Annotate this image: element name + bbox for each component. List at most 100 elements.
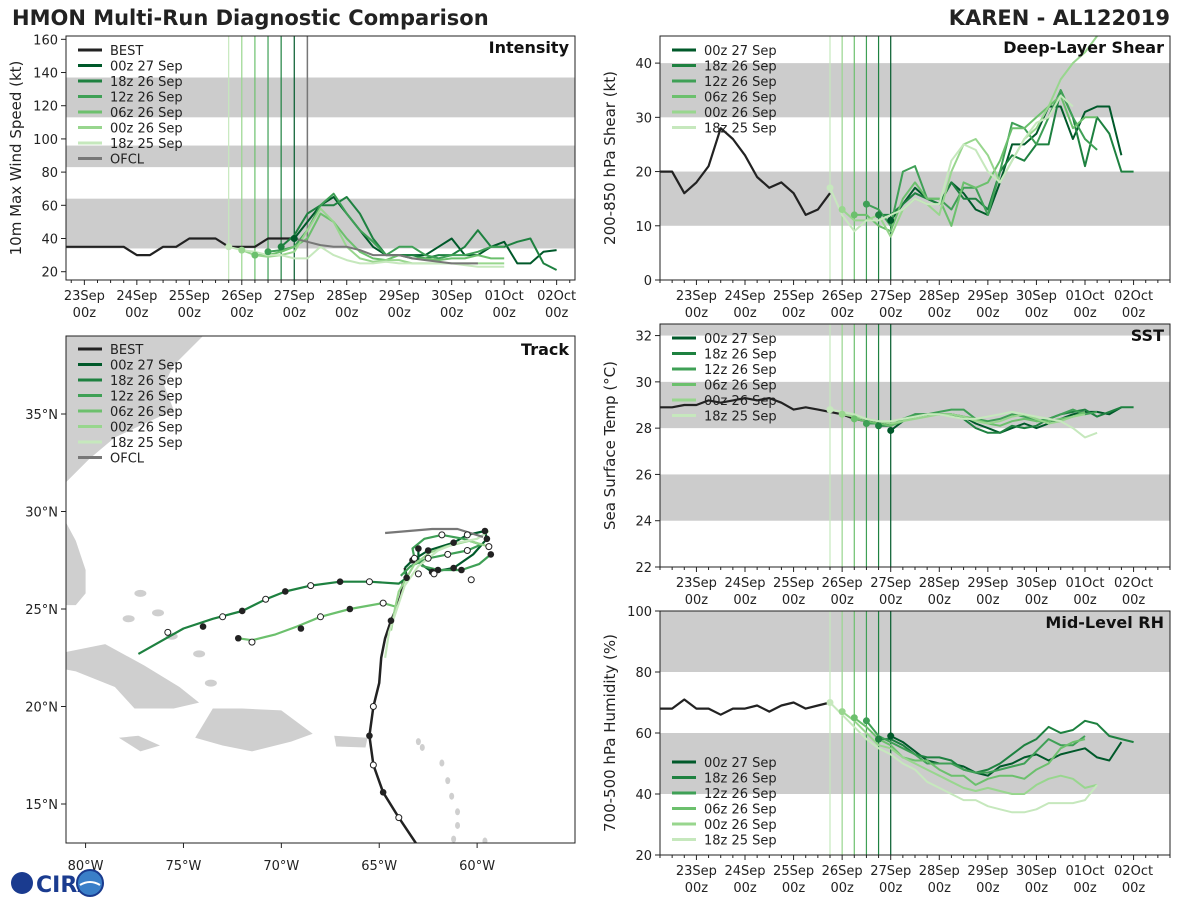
track-legend-label-best: BEST bbox=[110, 343, 143, 358]
track-ytick-label: 25°N bbox=[25, 603, 58, 618]
rh-legend-label-18z-26-sep: 18z 26 Sep bbox=[704, 772, 777, 787]
track-marker-12z bbox=[410, 554, 418, 562]
rh-xtick-label: 29Sep bbox=[967, 864, 1008, 879]
sst-init-point-18z-26-sep bbox=[875, 422, 883, 430]
sst-xtick-sublabel: 00z bbox=[1122, 593, 1146, 608]
sst-xtick-sublabel: 00z bbox=[830, 593, 854, 608]
track-legend-label-06z-26-sep: 06z 26 Sep bbox=[110, 405, 183, 420]
sst-series-18z-25-sep bbox=[829, 408, 1098, 439]
shear-xtick-sublabel: 00z bbox=[928, 306, 952, 321]
intensity-legend-label-18z-26-sep: 18z 26 Sep bbox=[110, 75, 183, 90]
track-marker-12z bbox=[444, 550, 452, 558]
track-marker-12z bbox=[467, 576, 475, 584]
sst-ytick-label: 26 bbox=[635, 468, 652, 483]
intensity-xtick-sublabel: 00z bbox=[178, 306, 202, 321]
track-land-antilles-0 bbox=[439, 759, 445, 767]
sst-ytick-label: 32 bbox=[635, 330, 652, 345]
intensity-ytick-label: 40 bbox=[41, 233, 58, 248]
rh-ylabel: 700-500 hPa Humidity (%) bbox=[601, 634, 619, 832]
track-legend-label-18z-25-sep: 18z 25 Sep bbox=[110, 436, 183, 451]
intensity-xtick-sublabel: 00z bbox=[283, 306, 307, 321]
intensity-series-ofcl bbox=[294, 237, 478, 265]
intensity-xtick-sublabel: 00z bbox=[440, 306, 464, 321]
track-legend-label-12z-26-sep: 12z 26 Sep bbox=[110, 390, 183, 405]
intensity-ytick-label: 140 bbox=[33, 67, 58, 82]
shear-init-point-12z-26-sep bbox=[862, 200, 870, 208]
shear-series-06z-26-sep bbox=[854, 94, 1098, 233]
track-marker-12z bbox=[438, 531, 446, 539]
sst-legend-label-18z-25-sep: 18z 25 Sep bbox=[704, 410, 777, 425]
track-land-cuba bbox=[66, 644, 200, 709]
rh-xtick-label: 24Sep bbox=[724, 864, 765, 879]
rh-legend-label-00z-26-sep: 00z 26 Sep bbox=[704, 818, 777, 833]
shear-band-1 bbox=[660, 63, 1170, 118]
rh-xtick-label: 23Sep bbox=[676, 864, 717, 879]
sst-init-point-00z-26-sep bbox=[838, 410, 846, 418]
track-ytick-label: 20°N bbox=[25, 701, 58, 716]
track-marker-12z bbox=[365, 578, 373, 586]
rh-xtick-label: 30Sep bbox=[1016, 864, 1057, 879]
rh-title: Mid-Level RH bbox=[1045, 613, 1164, 632]
sst-init-point-06z-26-sep bbox=[850, 415, 858, 423]
track-marker-12z bbox=[424, 554, 432, 562]
intensity-panel: 20 40 60 80 100 120 140 160 23Sep 00z 24Sep 00z 25Se… bbox=[7, 33, 576, 321]
sst-legend-label-00z-26-sep: 00z 26 Sep bbox=[704, 394, 777, 409]
track-marker-12z bbox=[463, 547, 471, 554]
track-series-18z-25-sep bbox=[384, 530, 490, 658]
rh-init-point-18z-26-sep bbox=[875, 735, 883, 743]
shear-legend-label-00z-26-sep: 00z 26 Sep bbox=[704, 106, 777, 121]
track-series-06z-26-sep bbox=[238, 601, 398, 642]
shear-xtick-sublabel: 00z bbox=[1122, 306, 1146, 321]
track-marker-00z bbox=[415, 844, 422, 851]
track-marker-12z bbox=[307, 582, 315, 590]
track-marker-00z bbox=[238, 607, 246, 615]
rh-xtick-sublabel: 00z bbox=[830, 881, 854, 896]
sst-xtick-label: 30Sep bbox=[1016, 576, 1057, 591]
intensity-ytick-label: 80 bbox=[41, 166, 58, 181]
track-land-bahamas-1 bbox=[134, 589, 147, 597]
intensity-legend-label-12z-26-sep: 12z 26 Sep bbox=[110, 91, 183, 106]
intensity-legend-label-18z-25-sep: 18z 25 Sep bbox=[110, 137, 183, 152]
intensity-xtick-label: 28Sep bbox=[326, 289, 367, 304]
intensity-ytick-label: 100 bbox=[33, 133, 58, 148]
intensity-xtick-label: 27Sep bbox=[274, 289, 315, 304]
shear-series-00z-26-sep bbox=[841, 35, 1098, 238]
rh-xtick-sublabel: 00z bbox=[733, 881, 757, 896]
intensity-band-2 bbox=[66, 77, 575, 118]
rh-init-point-00z-26-sep bbox=[838, 708, 846, 716]
cira-logo-mark bbox=[11, 872, 33, 894]
shear-series-best bbox=[660, 127, 831, 216]
intensity-init-point-18z-25-sep bbox=[225, 243, 233, 251]
track-legend-label-ofcl: OFCL bbox=[110, 452, 145, 467]
intensity-xtick-sublabel: 00z bbox=[125, 306, 149, 321]
rh-ytick-label: 80 bbox=[635, 666, 652, 681]
rh-legend-label-12z-26-sep: 12z 26 Sep bbox=[704, 787, 777, 802]
track-land-antilles-2 bbox=[449, 792, 455, 800]
track-marker-00z bbox=[450, 564, 457, 572]
intensity-title: Intensity bbox=[489, 38, 570, 57]
rh-series-18z-26-sep bbox=[878, 719, 1134, 774]
track-marker-12z bbox=[248, 638, 256, 646]
track-land-hispaniola bbox=[195, 708, 313, 752]
rh-xtick-sublabel: 00z bbox=[1025, 881, 1049, 896]
sst-xtick-sublabel: 00z bbox=[928, 593, 952, 608]
intensity-xtick-label: 26Sep bbox=[221, 289, 262, 304]
shear-legend-label-00z-27-sep: 00z 27 Sep bbox=[704, 44, 777, 59]
rh-series-06z-26-sep bbox=[853, 717, 1086, 786]
track-marker-00z bbox=[450, 539, 457, 546]
track-marker-12z bbox=[395, 814, 403, 822]
sst-ylabel: Sea Surface Temp (°C) bbox=[601, 361, 619, 530]
track-marker-12z bbox=[219, 613, 227, 621]
shear-ylabel: 200-850 hPa Shear (kt) bbox=[601, 71, 619, 245]
sst-xtick-label: 01Oct bbox=[1065, 576, 1104, 591]
track-marker-12z bbox=[369, 703, 377, 710]
shear-xtick-label: 23Sep bbox=[676, 289, 717, 304]
rh-legend-label-18z-25-sep: 18z 25 Sep bbox=[704, 834, 777, 849]
track-legend-label-00z-27-sep: 00z 27 Sep bbox=[110, 359, 183, 374]
rh-xtick-label: 28Sep bbox=[919, 864, 960, 879]
track-marker-12z bbox=[164, 628, 172, 636]
shear-legend-label-12z-26-sep: 12z 26 Sep bbox=[704, 75, 777, 90]
rh-xtick-sublabel: 00z bbox=[1122, 881, 1146, 896]
track-marker-00z bbox=[297, 625, 305, 632]
track-land-antilles-1 bbox=[445, 777, 451, 785]
